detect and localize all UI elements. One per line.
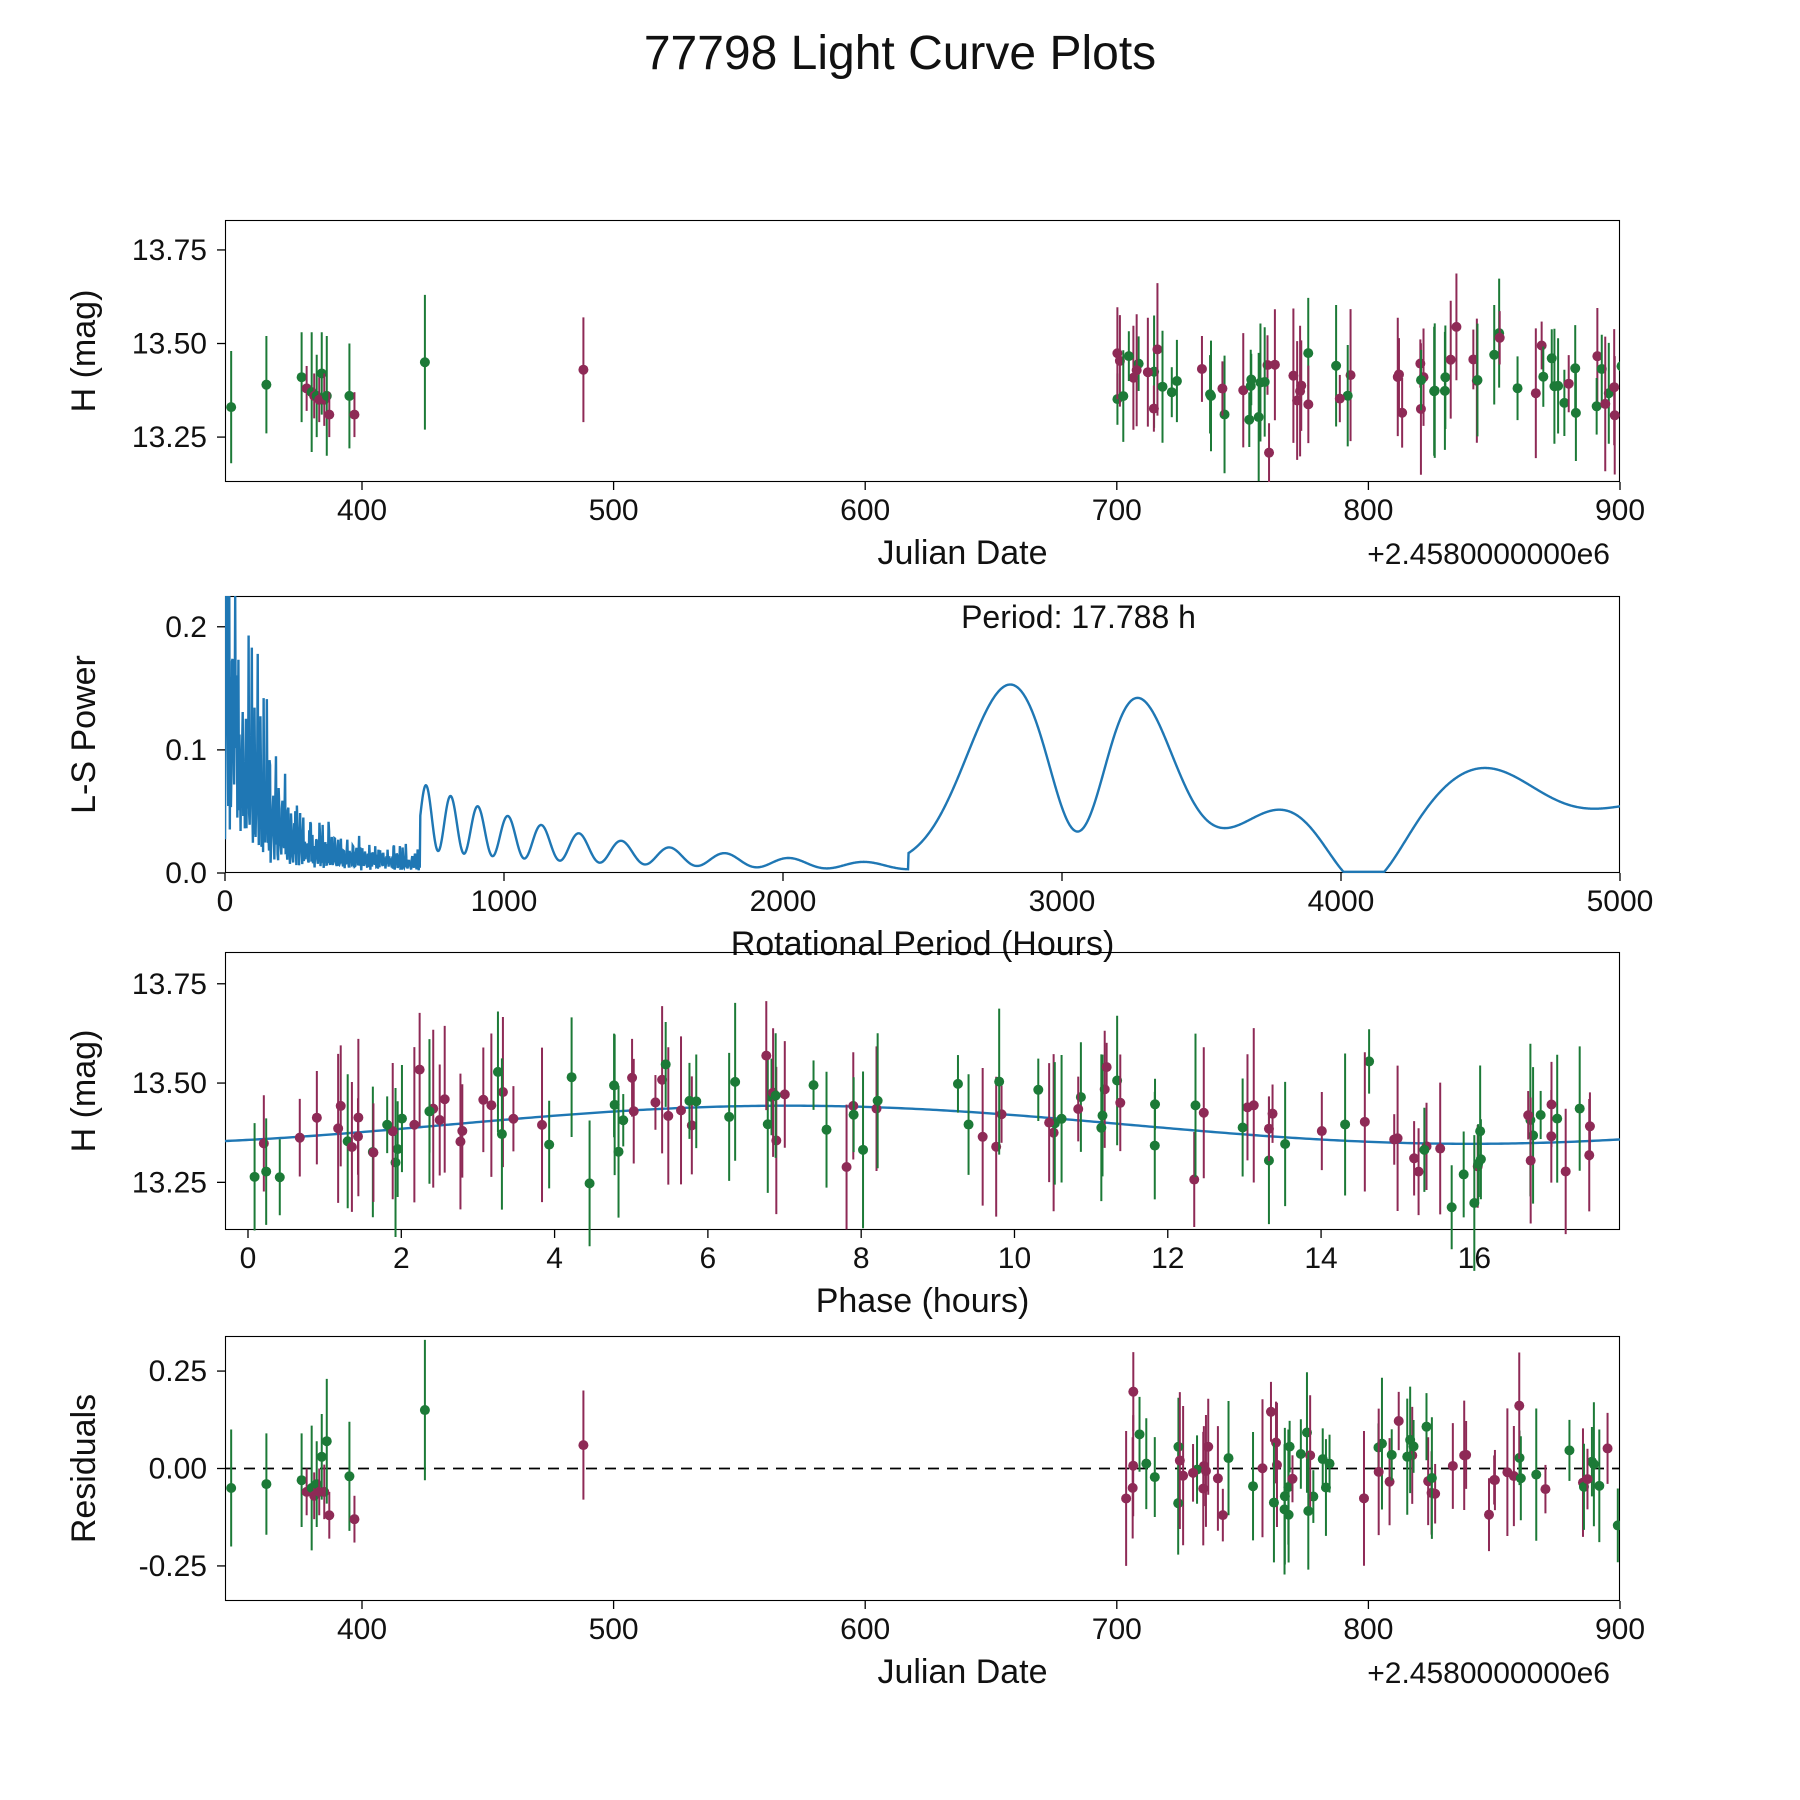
svg-text:6: 6: [700, 1242, 717, 1275]
svg-text:0.00: 0.00: [149, 1453, 207, 1486]
svg-text:0.0: 0.0: [165, 857, 207, 890]
svg-text:13.50: 13.50: [132, 328, 207, 361]
svg-text:+2.4580000000e6: +2.4580000000e6: [1367, 538, 1610, 571]
svg-text:800: 800: [1343, 494, 1393, 527]
svg-text:Julian Date: Julian Date: [877, 534, 1047, 572]
svg-text:+2.4580000000e6: +2.4580000000e6: [1367, 1657, 1610, 1690]
svg-text:8: 8: [853, 1242, 870, 1275]
svg-text:3000: 3000: [1029, 885, 1096, 918]
svg-text:-0.25: -0.25: [139, 1550, 207, 1583]
svg-text:600: 600: [840, 1613, 890, 1646]
svg-text:500: 500: [589, 1613, 639, 1646]
svg-text:800: 800: [1343, 1613, 1393, 1646]
svg-text:700: 700: [1092, 1613, 1142, 1646]
svg-text:0: 0: [240, 1242, 257, 1275]
svg-text:0: 0: [217, 885, 234, 918]
svg-text:12: 12: [1151, 1242, 1184, 1275]
svg-text:14: 14: [1304, 1242, 1337, 1275]
svg-text:H (mag): H (mag): [65, 290, 103, 413]
svg-text:400: 400: [337, 494, 387, 527]
svg-text:H (mag): H (mag): [65, 1030, 103, 1153]
svg-text:400: 400: [337, 1613, 387, 1646]
svg-text:1000: 1000: [471, 885, 538, 918]
svg-text:2: 2: [393, 1242, 410, 1275]
svg-text:10: 10: [998, 1242, 1031, 1275]
svg-text:Julian Date: Julian Date: [877, 1653, 1047, 1691]
svg-text:600: 600: [840, 494, 890, 527]
svg-text:0.25: 0.25: [149, 1355, 207, 1388]
svg-text:Period: 17.788 h: Period: 17.788 h: [961, 599, 1196, 635]
svg-text:4: 4: [546, 1242, 563, 1275]
svg-text:700: 700: [1092, 494, 1142, 527]
svg-text:Residuals: Residuals: [65, 1394, 103, 1543]
svg-text:900: 900: [1595, 1613, 1645, 1646]
svg-text:500: 500: [589, 494, 639, 527]
svg-text:4000: 4000: [1308, 885, 1375, 918]
svg-text:13.75: 13.75: [132, 234, 207, 267]
svg-text:Phase (hours): Phase (hours): [816, 1282, 1030, 1320]
svg-text:13.25: 13.25: [132, 421, 207, 454]
svg-text:2000: 2000: [750, 885, 817, 918]
svg-text:13.25: 13.25: [132, 1166, 207, 1199]
svg-text:13.50: 13.50: [132, 1067, 207, 1100]
svg-text:5000: 5000: [1587, 885, 1654, 918]
svg-text:0.2: 0.2: [165, 611, 207, 644]
svg-text:L-S Power: L-S Power: [65, 655, 103, 814]
svg-text:0.1: 0.1: [165, 734, 207, 767]
svg-text:900: 900: [1595, 494, 1645, 527]
svg-text:13.75: 13.75: [132, 968, 207, 1001]
